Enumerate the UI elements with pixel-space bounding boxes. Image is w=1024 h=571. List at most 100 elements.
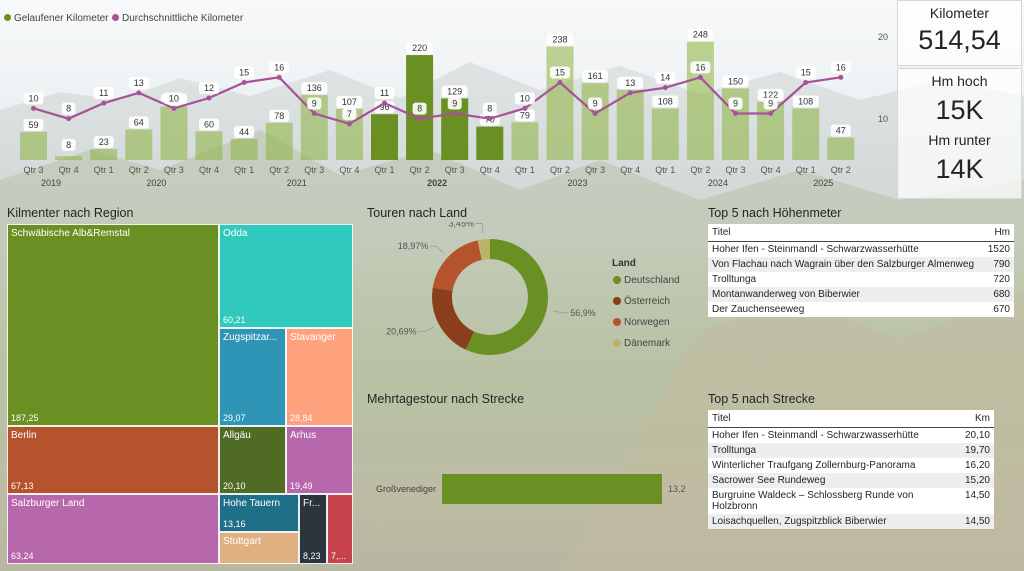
data-label-bg: [93, 136, 114, 149]
donut-label: 20,69%: [386, 327, 417, 337]
bar: [581, 83, 609, 160]
data-label-bg: [588, 97, 603, 110]
x-tick-label: Qtr 1: [515, 165, 535, 175]
year-label: 2019: [41, 178, 61, 188]
column-header-titel[interactable]: Titel: [708, 224, 984, 242]
table-row[interactable]: Trolltunga 720: [708, 272, 1014, 287]
combo-chart[interactable]: Gelaufener Kilometer Durchschnittliche K…: [0, 0, 895, 198]
treemap-cell[interactable]: Zugspitzar... 29,07: [219, 328, 286, 426]
bar: [20, 131, 47, 160]
avg-point: [31, 105, 36, 111]
table-row[interactable]: Montanwanderweg von Biberwier 680: [708, 287, 1014, 302]
x-tick-label: Qtr 3: [164, 165, 184, 175]
data-label-bg: [128, 76, 149, 89]
treemap-cell-name: Stavanger: [290, 332, 336, 343]
top-km-table[interactable]: Titel Km Hoher Ifen - Steinmandl - Schwa…: [708, 410, 994, 529]
treemap-cell[interactable]: Stavanger 28,84: [286, 328, 353, 426]
avg-point: [452, 111, 458, 116]
legend-dot-icon: [613, 276, 621, 284]
kpi-hm: Hm hoch 15K Hm runter 14K: [897, 68, 1022, 199]
x-tick-label: Qtr 3: [585, 165, 605, 175]
treemap-cell[interactable]: Hohe Tauern 13,16: [219, 494, 299, 532]
row-title: Sacrower See Rundeweg: [708, 473, 961, 488]
bar: [511, 122, 539, 160]
row-title: Trolltunga: [708, 443, 961, 458]
table-row[interactable]: Der Zauchenseeweg 670: [708, 302, 1014, 317]
year-label: 2025: [813, 178, 833, 188]
bar: [686, 41, 714, 160]
avg-point: [136, 90, 142, 96]
x-tick-label: Qtr 2: [831, 165, 851, 175]
table-row[interactable]: Hoher Ifen - Steinmandl - Schwarzwasserh…: [708, 242, 1014, 258]
data-label-bg: [830, 61, 851, 74]
avg-point: [487, 116, 493, 122]
leader-line: [552, 310, 569, 314]
data-label: 78: [274, 111, 284, 121]
legend-label: Gelaufener Kilometer: [14, 13, 109, 24]
bar: [546, 46, 574, 160]
treemap-cell[interactable]: Fr... 8,23: [299, 494, 327, 564]
avg-label: 9: [312, 99, 317, 109]
treemap-cell-name: Stuttgart: [223, 536, 261, 547]
treemap-cell[interactable]: Berlin 67,13: [7, 426, 219, 494]
avg-label: 11: [380, 88, 389, 98]
data-label: 23: [99, 137, 109, 147]
treemap-cell[interactable]: Arhus 19,49: [286, 426, 353, 494]
table-row[interactable]: Loisachquellen, Zugspitzblick Biberwier 1…: [708, 514, 994, 529]
avg-point: [206, 95, 212, 101]
right-axis-tick: 20: [878, 32, 888, 42]
data-label-bg: [690, 61, 711, 74]
data-label: 13,2: [668, 484, 686, 494]
treemap-cell-value: 63,24: [11, 551, 34, 561]
data-label-bg: [301, 82, 328, 95]
bar: [90, 149, 118, 160]
column-header-titel[interactable]: Titel: [708, 410, 961, 428]
treemap-cell[interactable]: Salzburger Land 63,24: [7, 494, 219, 564]
bar: [265, 122, 293, 160]
row-value: 720: [993, 274, 1010, 285]
x-tick-label: Qtr 3: [23, 165, 43, 175]
data-label-bg: [234, 66, 255, 79]
legend-dot-icon: [613, 318, 621, 326]
legend-dot-icon: [613, 339, 621, 347]
top-hm-table[interactable]: Titel Hm Hoher Ifen - Steinmandl - Schwa…: [708, 224, 1014, 317]
data-label-bg: [412, 102, 427, 115]
data-label: 238: [552, 34, 567, 44]
treemap-cell-name: Berlin: [11, 430, 37, 441]
row-value: 16,20: [964, 460, 990, 471]
avg-point: [276, 74, 282, 80]
year-label: 2021: [287, 178, 307, 188]
treemap-cell-name: Arhus: [290, 430, 317, 441]
table-row[interactable]: Hoher Ifen - Steinmandl - Schwarzwasserh…: [708, 428, 994, 444]
column-header-hm[interactable]: Hm: [983, 224, 1014, 242]
legend-durchschnitt: Durchschnittliche Kilometer: [112, 13, 243, 24]
donut-title: Touren nach Land: [367, 206, 468, 220]
row-title: Winterlicher Traufgang Zollernburg-Panor…: [712, 460, 916, 471]
data-label: 96: [379, 102, 389, 112]
avg-label: 16: [836, 62, 846, 72]
treemap-cell[interactable]: Odda 60,21: [219, 224, 353, 328]
table-row[interactable]: Sacrower See Rundeweg 15,20: [708, 473, 994, 488]
column-header-km[interactable]: Km: [960, 410, 994, 428]
avg-label: 9: [452, 99, 457, 109]
treemap-cell[interactable]: Allgäu 20,10: [219, 426, 286, 494]
bar: [195, 131, 223, 160]
mehrtages-chart[interactable]: Großvenediger 13,2: [360, 410, 690, 560]
table-row[interactable]: Von Flachau nach Wagrain über den Salzbu…: [708, 257, 1014, 272]
data-label-bg: [61, 102, 76, 115]
x-tick-label: Qtr 3: [304, 165, 324, 175]
treemap-cell[interactable]: Stuttgart: [219, 532, 299, 564]
table-row[interactable]: Burgruine Waldeck – Schlossberg Runde vo…: [708, 488, 994, 514]
bar: [160, 106, 188, 160]
bar: [651, 108, 679, 160]
treemap[interactable]: Schwäbische Alb&Remstal 187,25 Odda 60,21 …: [7, 224, 353, 564]
treemap-cell[interactable]: 7,...: [327, 494, 353, 564]
donut-label: 3,45%: [448, 222, 474, 228]
treemap-cell-value: 187,25: [11, 413, 39, 423]
avg-label: 13: [134, 78, 144, 88]
avg-label: 9: [593, 99, 598, 109]
donut-chart[interactable]: 56,9% 20,69% 18,97% 3,45% Land Deutschland Öst…: [360, 218, 690, 382]
treemap-cell[interactable]: Schwäbische Alb&Remstal 187,25: [7, 224, 219, 426]
table-row[interactable]: Winterlicher Traufgang Zollernburg-Panor…: [708, 458, 994, 473]
table-row[interactable]: Trolltunga 19,70: [708, 443, 994, 458]
